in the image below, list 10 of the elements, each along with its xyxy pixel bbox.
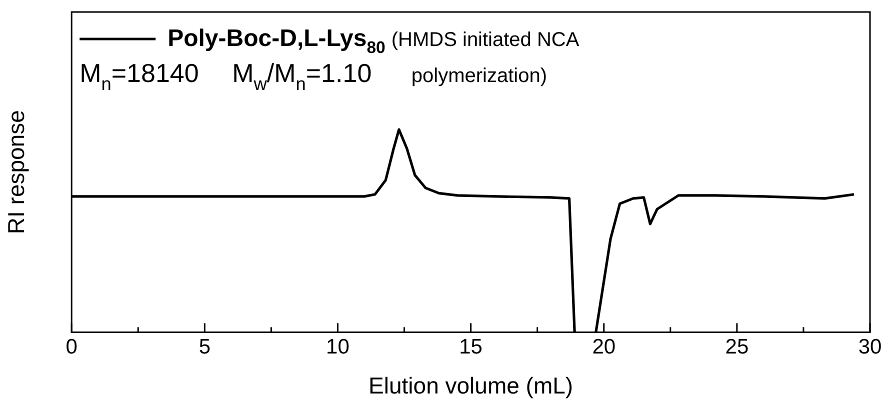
x-tick-label: 15: [459, 336, 482, 359]
x-tick-label: 30: [858, 336, 882, 359]
text: (HMDS initiated NCA polymerization): [391, 29, 580, 87]
x-tick-label: 5: [198, 336, 211, 359]
x-tick-label: 25: [725, 336, 749, 359]
y-axis-title: RI response: [3, 110, 30, 234]
x-tick-label: 0: [66, 336, 78, 359]
x-axis-title: Elution volume (mL): [368, 372, 574, 399]
x-tick-label: 10: [326, 336, 350, 359]
x-tick-label: 20: [592, 336, 616, 359]
